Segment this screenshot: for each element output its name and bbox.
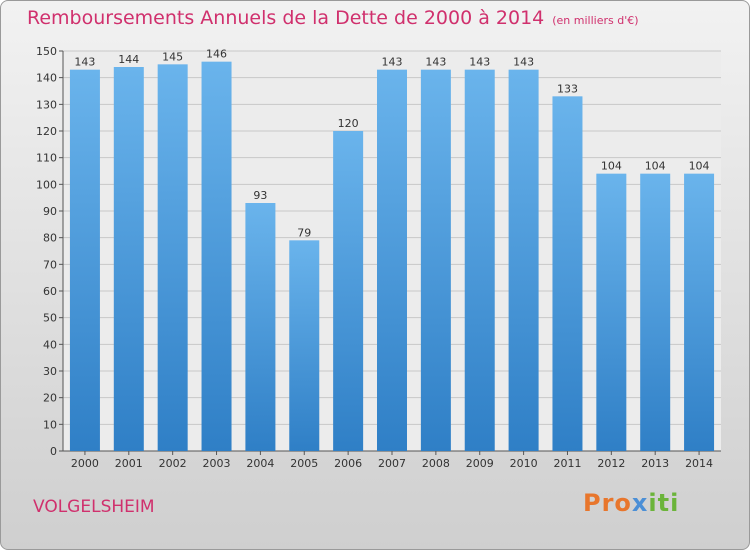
y-tick-label: 60: [43, 285, 57, 298]
y-tick-label: 120: [36, 125, 57, 138]
bar: [157, 64, 188, 452]
data-label: 104: [645, 160, 666, 173]
x-tick-label: 2008: [422, 457, 450, 470]
bar: [113, 67, 144, 451]
y-tick-label: 150: [36, 45, 57, 58]
chart-title: Remboursements Annuels de la Dette de 20…: [27, 7, 639, 29]
y-tick-label: 130: [36, 98, 57, 111]
data-label: 143: [74, 56, 95, 69]
y-tick-label: 40: [43, 338, 57, 351]
y-tick-label: 0: [50, 445, 57, 458]
y-tick-label: 140: [36, 72, 57, 85]
bar: [596, 173, 627, 451]
bar: [377, 69, 407, 452]
bar: [245, 203, 276, 451]
data-label: 145: [162, 50, 183, 63]
data-label: 144: [118, 53, 139, 66]
x-tick-label: 2003: [203, 457, 231, 470]
data-label: 79: [297, 226, 311, 239]
data-label: 146: [206, 48, 227, 61]
x-tick-label: 2010: [510, 457, 538, 470]
y-tick-label: 90: [43, 205, 57, 218]
x-tick-label: 2006: [334, 457, 362, 470]
y-tick-label: 10: [43, 418, 57, 431]
bar: [289, 240, 320, 451]
y-tick-label: 20: [43, 392, 57, 405]
bar: [333, 131, 364, 451]
x-tick-label: 2001: [115, 457, 143, 470]
bar: [69, 69, 100, 452]
data-label: 133: [557, 82, 578, 95]
proxiti-logo: Proxiti: [583, 489, 680, 517]
x-tick-label: 2000: [71, 457, 99, 470]
data-label: 93: [253, 189, 267, 202]
bar: [420, 69, 451, 452]
y-tick-label: 110: [36, 152, 57, 165]
bar: [552, 96, 583, 451]
x-tick-label: 2002: [159, 457, 187, 470]
x-tick-label: 2013: [641, 457, 669, 470]
data-label: 120: [338, 117, 359, 130]
data-label: 143: [513, 56, 534, 69]
x-tick-label: 2004: [246, 457, 274, 470]
bar: [201, 61, 232, 452]
data-label: 143: [425, 56, 446, 69]
data-label: 104: [689, 160, 710, 173]
y-tick-label: 80: [43, 232, 57, 245]
x-tick-label: 2011: [553, 457, 581, 470]
x-tick-label: 2012: [597, 457, 625, 470]
bar: [684, 173, 715, 451]
y-tick-label: 100: [36, 178, 57, 191]
bar: [464, 69, 495, 452]
x-tick-label: 2009: [466, 457, 494, 470]
y-tick-label: 30: [43, 365, 57, 378]
title-text: Remboursements Annuels de la Dette de 20…: [27, 7, 545, 29]
data-label: 143: [469, 56, 490, 69]
data-label: 143: [382, 56, 403, 69]
commune-name: VOLGELSHEIM: [33, 497, 155, 517]
x-tick-label: 2007: [378, 457, 406, 470]
bar: [508, 69, 539, 452]
bar: [640, 173, 671, 451]
y-tick-label: 50: [43, 312, 57, 325]
x-tick-label: 2014: [685, 457, 713, 470]
x-tick-label: 2005: [290, 457, 318, 470]
title-unit: (en milliers d'€): [552, 14, 639, 27]
data-label: 104: [601, 160, 622, 173]
y-tick-label: 70: [43, 258, 57, 271]
